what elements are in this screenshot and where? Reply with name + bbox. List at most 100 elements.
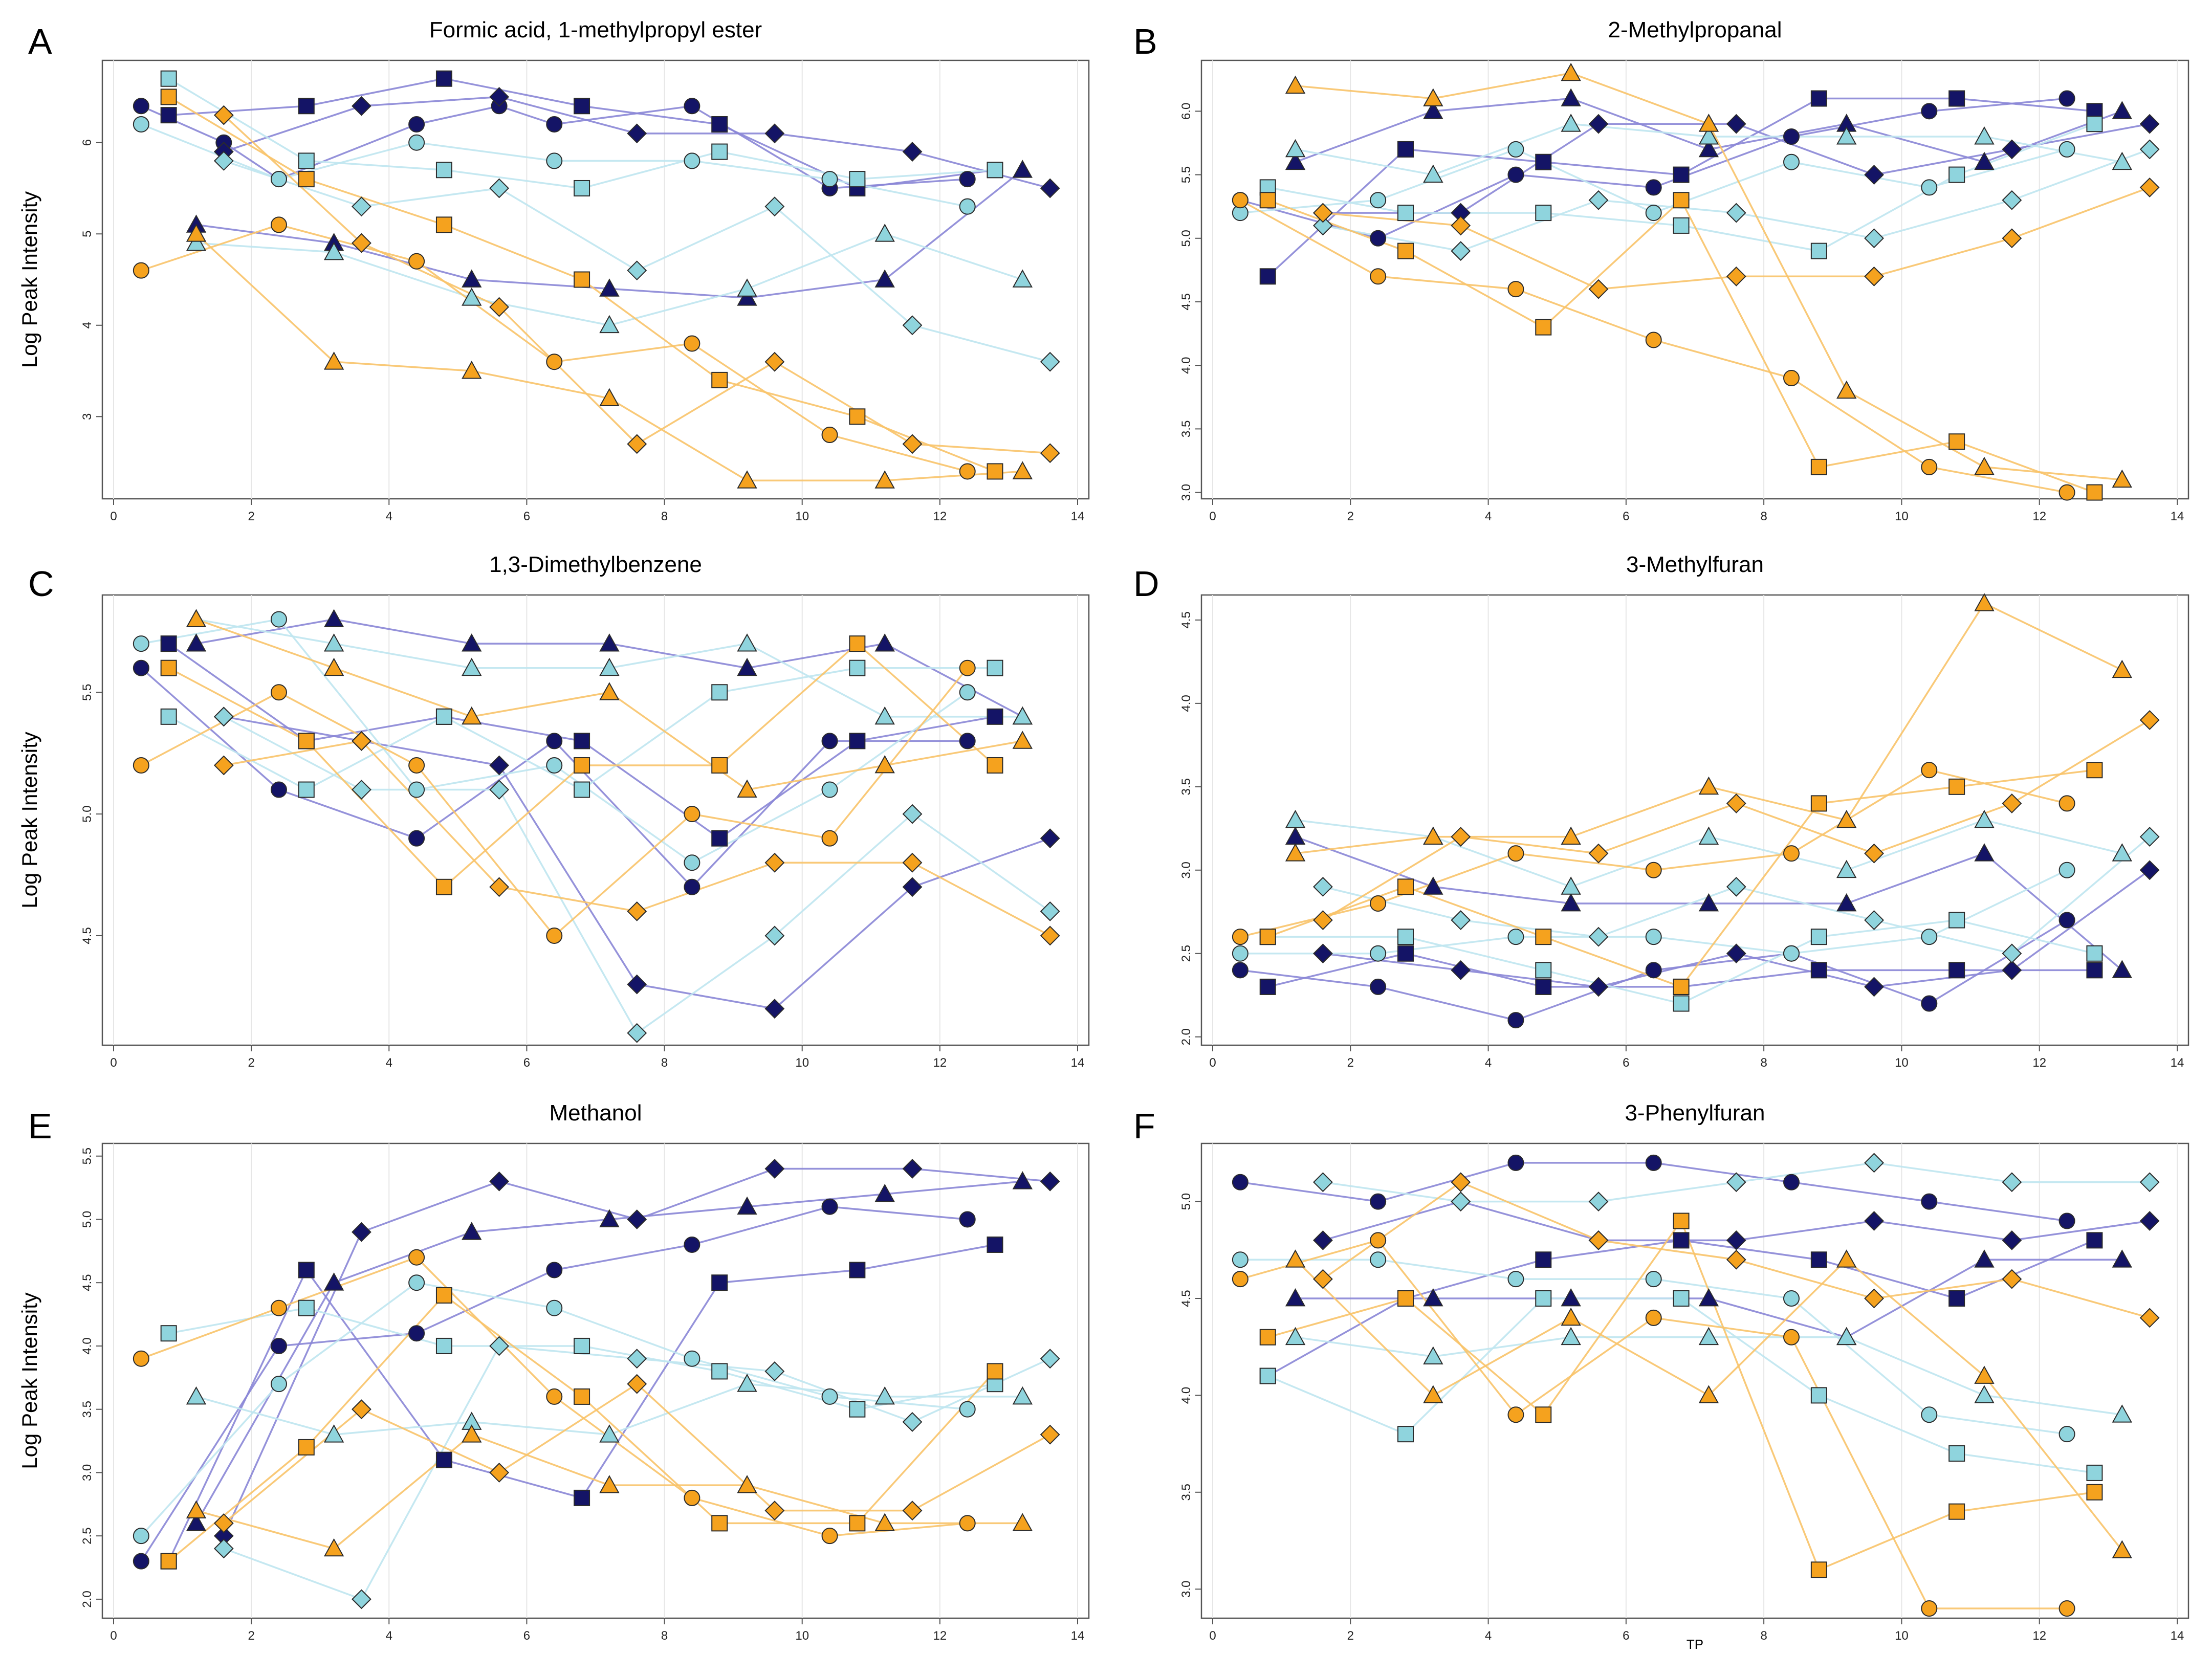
data-point-orange-2: [711, 371, 728, 388]
data-point-orange-1: [1232, 929, 1249, 945]
data-point-light-4: [2002, 943, 2022, 964]
data-point-orange-2: [1948, 1503, 1965, 1520]
data-point-light-4: [1040, 1349, 1060, 1369]
data-point-light-4: [1313, 1172, 1333, 1193]
data-point-light-2: [1948, 166, 1965, 183]
data-point-orange-1: [546, 354, 563, 370]
data-point-light-3: [186, 1386, 207, 1405]
y-tick-label: 5.0: [1179, 230, 1193, 247]
plot-frame: [101, 59, 1090, 500]
data-point-light-4: [1451, 1192, 1471, 1212]
data-point-dark-3: [737, 288, 757, 306]
data-point-orange-2: [1673, 192, 1690, 209]
data-point-orange-3: [599, 388, 620, 407]
data-point-light-1: [546, 1299, 563, 1316]
y-tick-label: 3.5: [1179, 778, 1193, 795]
data-point-light-1: [1370, 192, 1387, 209]
data-point-orange-1: [1783, 1329, 1800, 1346]
panel-title: Methanol: [549, 1100, 642, 1126]
data-point-dark-4: [627, 974, 647, 995]
x-tick-label: 4: [386, 1056, 392, 1070]
data-point-dark-1: [133, 98, 149, 115]
data-point-light-3: [874, 706, 895, 725]
panel-letter: D: [1133, 564, 1159, 604]
data-point-orange-4: [2139, 177, 2160, 197]
data-point-light-3: [737, 633, 757, 652]
y-tick-label: 4.5: [1179, 611, 1193, 628]
data-point-orange-4: [1588, 1230, 1609, 1250]
data-point-orange-2: [1673, 978, 1690, 995]
data-point-orange-2: [2086, 1484, 2103, 1501]
data-point-orange-3: [1423, 88, 1443, 106]
data-point-light-3: [1836, 1327, 1857, 1346]
data-points: [133, 609, 1060, 1043]
data-points: [133, 1159, 1060, 1609]
x-tick-label: 2: [248, 1629, 254, 1643]
data-point-light-3: [599, 657, 620, 676]
data-point-light-2: [1673, 995, 1690, 1012]
data-point-orange-1: [1370, 1232, 1387, 1249]
data-point-dark-2: [1948, 962, 1965, 979]
data-point-light-2: [1535, 1290, 1552, 1307]
x-tick-label: 4: [1485, 1056, 1492, 1070]
data-point-orange-2: [987, 463, 1003, 480]
data-point-orange-4: [352, 731, 371, 751]
data-point-dark-2: [1397, 141, 1414, 158]
panel-D: 0 2 4 6 8 10 12 14 2.0 2.5 3.0 3.5 4.0 4.5 D 3-Methylfu…: [1133, 552, 2189, 1070]
data-point-orange-1: [1921, 1600, 1938, 1617]
data-point-orange-1: [1921, 458, 1938, 475]
data-point-orange-4: [352, 233, 371, 253]
data-point-dark-1: [546, 1262, 563, 1278]
data-point-orange-2: [849, 1515, 866, 1532]
data-point-light-3: [874, 1386, 895, 1405]
data-point-light-2: [987, 659, 1003, 676]
x-tick-label: 0: [110, 510, 117, 523]
data-point-light-3: [737, 1374, 757, 1392]
x-tick-label: 6: [1623, 510, 1629, 523]
data-point-orange-4: [489, 1462, 510, 1483]
data-point-dark-2: [1673, 166, 1690, 183]
data-point-light-4: [627, 1349, 647, 1369]
data-point-orange-3: [1974, 593, 1995, 611]
x-tick-label: 12: [2032, 510, 2046, 523]
data-point-dark-4: [489, 1171, 510, 1192]
data-point-orange-1: [821, 830, 838, 847]
data-point-dark-4: [1040, 828, 1060, 849]
data-point-dark-1: [270, 1337, 287, 1354]
data-point-dark-1: [1645, 179, 1662, 196]
data-point-dark-4: [902, 142, 923, 162]
data-point-orange-1: [546, 927, 563, 944]
data-point-light-2: [160, 1325, 177, 1342]
data-point-orange-3: [1836, 1249, 1857, 1268]
data-point-dark-1: [1507, 1154, 1524, 1171]
data-point-dark-3: [1285, 151, 1306, 170]
data-point-light-4: [1864, 910, 1884, 930]
data-point-dark-4: [902, 1159, 923, 1179]
data-point-light-3: [323, 241, 344, 260]
x-tick-label: 10: [795, 510, 809, 523]
data-point-orange-3: [462, 360, 482, 379]
data-point-light-1: [1783, 1290, 1800, 1307]
data-point-light-4: [1588, 927, 1609, 947]
data-point-orange-3: [2112, 1540, 2132, 1558]
data-point-dark-2: [1948, 1290, 1965, 1307]
data-point-dark-3: [1423, 1288, 1443, 1307]
data-point-light-3: [1836, 126, 1857, 145]
data-point-dark-2: [987, 1236, 1003, 1253]
data-point-dark-3: [1561, 88, 1581, 106]
data-point-orange-2: [2086, 484, 2103, 501]
data-point-light-3: [1698, 126, 1719, 145]
data-point-dark-3: [1561, 1288, 1581, 1307]
data-point-dark-4: [1313, 1230, 1333, 1250]
data-point-orange-1: [684, 806, 700, 823]
y-tick-label: 4.0: [1179, 357, 1193, 373]
data-point-light-2: [1948, 912, 1965, 929]
data-point-orange-2: [1810, 1561, 1827, 1578]
data-point-light-2: [1535, 205, 1552, 222]
data-point-orange-3: [186, 224, 207, 242]
data-points: [1232, 62, 2160, 501]
data-point-light-2: [298, 152, 315, 169]
data-point-dark-4: [1726, 1230, 1746, 1250]
data-point-light-2: [2086, 945, 2103, 962]
